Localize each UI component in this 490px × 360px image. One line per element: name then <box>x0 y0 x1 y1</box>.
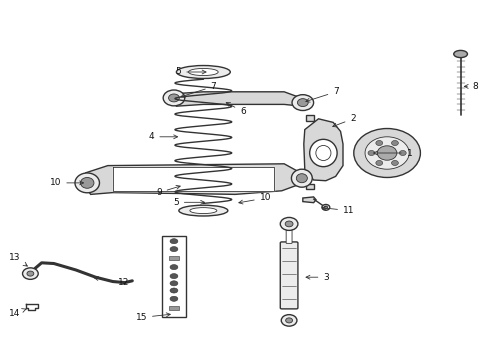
Polygon shape <box>113 167 274 191</box>
Polygon shape <box>83 164 304 194</box>
Polygon shape <box>306 184 314 189</box>
Text: 5: 5 <box>175 68 206 77</box>
Ellipse shape <box>75 173 99 193</box>
Ellipse shape <box>27 271 34 276</box>
Ellipse shape <box>286 318 293 323</box>
Ellipse shape <box>292 95 314 111</box>
Text: 3: 3 <box>306 273 329 282</box>
FancyBboxPatch shape <box>280 242 298 309</box>
FancyBboxPatch shape <box>286 230 292 243</box>
Ellipse shape <box>292 169 312 187</box>
Ellipse shape <box>169 94 179 102</box>
Text: 13: 13 <box>9 253 27 266</box>
Text: 5: 5 <box>173 198 204 207</box>
Bar <box>169 256 179 260</box>
Ellipse shape <box>297 99 308 107</box>
Ellipse shape <box>392 140 398 145</box>
Text: 2: 2 <box>333 114 356 127</box>
Ellipse shape <box>80 177 94 188</box>
Ellipse shape <box>354 129 420 177</box>
Bar <box>169 306 179 310</box>
Ellipse shape <box>170 281 178 286</box>
Text: 10: 10 <box>50 178 83 187</box>
Ellipse shape <box>376 161 383 166</box>
Text: 7: 7 <box>306 87 339 102</box>
Polygon shape <box>174 92 304 106</box>
Ellipse shape <box>280 217 298 230</box>
Ellipse shape <box>163 90 185 106</box>
Ellipse shape <box>365 137 409 169</box>
Ellipse shape <box>368 150 375 156</box>
Ellipse shape <box>170 239 178 244</box>
Ellipse shape <box>23 268 38 279</box>
Ellipse shape <box>170 288 178 293</box>
Ellipse shape <box>316 145 331 161</box>
Ellipse shape <box>285 221 293 227</box>
Polygon shape <box>304 119 343 181</box>
Text: 11: 11 <box>322 206 354 215</box>
Text: 7: 7 <box>181 82 217 98</box>
Ellipse shape <box>392 161 398 166</box>
Ellipse shape <box>176 66 230 78</box>
Text: 6: 6 <box>226 103 246 116</box>
Polygon shape <box>303 197 316 203</box>
Text: 9: 9 <box>156 185 180 197</box>
Ellipse shape <box>322 204 330 210</box>
Text: 1: 1 <box>374 149 413 158</box>
Ellipse shape <box>296 174 307 183</box>
Ellipse shape <box>170 265 178 270</box>
FancyBboxPatch shape <box>162 236 186 317</box>
Ellipse shape <box>454 50 467 58</box>
Text: 10: 10 <box>239 194 271 204</box>
Ellipse shape <box>170 296 178 301</box>
Ellipse shape <box>399 150 406 156</box>
Ellipse shape <box>170 274 178 279</box>
Ellipse shape <box>190 208 217 213</box>
Ellipse shape <box>324 206 328 209</box>
Ellipse shape <box>189 68 218 76</box>
Polygon shape <box>306 115 314 121</box>
Ellipse shape <box>377 146 397 160</box>
Text: 12: 12 <box>94 276 129 287</box>
Ellipse shape <box>179 205 228 216</box>
Ellipse shape <box>281 315 297 326</box>
Ellipse shape <box>170 247 178 252</box>
Text: 14: 14 <box>9 309 26 318</box>
Text: 4: 4 <box>149 132 177 141</box>
Ellipse shape <box>376 140 383 145</box>
Text: 15: 15 <box>136 313 170 322</box>
Ellipse shape <box>310 139 337 167</box>
Text: 8: 8 <box>465 82 479 91</box>
